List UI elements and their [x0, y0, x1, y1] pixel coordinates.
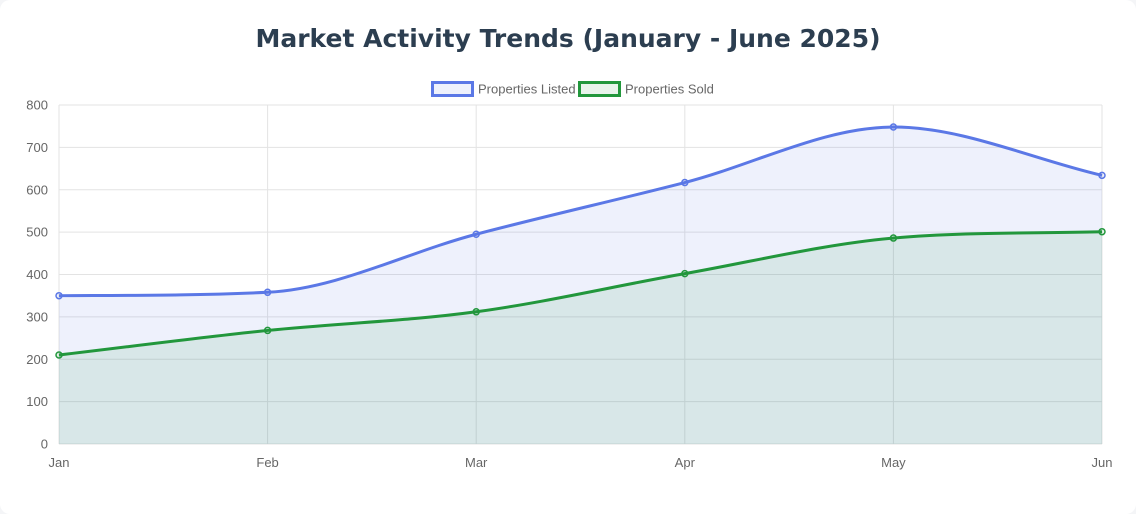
legend-swatch	[431, 81, 474, 97]
data-point[interactable]	[889, 123, 898, 131]
axis-labels: 0 100 200 300 400 500 600 700 800 Jan Feb Mar Apr May…	[26, 98, 1112, 471]
series-area	[59, 127, 1102, 444]
grid	[58, 104, 1103, 445]
y-tick-label: 700	[26, 140, 48, 155]
y-tick-label: 400	[26, 267, 48, 282]
data-point[interactable]	[55, 291, 63, 300]
series-lines	[58, 125, 1103, 357]
legend-item[interactable]: Properties Sold	[578, 81, 714, 97]
legend-item[interactable]: Properties Listed	[431, 81, 576, 97]
y-tick-label: 500	[26, 225, 48, 240]
y-tick-label: 100	[26, 394, 48, 409]
y-tick-label: 0	[41, 437, 48, 452]
data-point[interactable]	[55, 351, 63, 359]
x-tick-label: Jan	[49, 455, 70, 470]
data-point[interactable]	[472, 230, 480, 238]
data-point[interactable]	[263, 326, 272, 335]
chart-title: Market Activity Trends (January - June 2…	[255, 24, 881, 53]
series-line	[58, 230, 1103, 357]
data-point[interactable]	[681, 178, 689, 187]
data-point[interactable]	[263, 288, 272, 297]
legend[interactable]: Properties Listed Properties Sold	[431, 81, 714, 97]
y-tick-label: 800	[26, 98, 48, 113]
x-tick-label: Jun	[1092, 455, 1113, 470]
y-tick-label: 300	[26, 309, 48, 324]
x-tick-label: Feb	[256, 455, 278, 470]
y-tick-label: 200	[26, 352, 48, 367]
y-tick-label: 600	[26, 182, 48, 197]
x-tick-label: Mar	[465, 455, 488, 470]
x-tick-label: May	[881, 455, 906, 470]
data-point[interactable]	[681, 269, 689, 278]
series-points	[55, 123, 1106, 359]
legend-swatch	[578, 81, 621, 97]
series-line	[58, 125, 1103, 298]
series-area	[59, 231, 1102, 444]
data-point[interactable]	[1098, 227, 1106, 236]
legend-label: Properties Listed	[478, 82, 576, 97]
data-point[interactable]	[889, 234, 898, 242]
series-areas	[59, 127, 1102, 444]
data-point[interactable]	[1098, 171, 1106, 180]
x-tick-label: Apr	[675, 455, 696, 470]
legend-label: Properties Sold	[625, 82, 714, 97]
data-point[interactable]	[472, 308, 480, 316]
